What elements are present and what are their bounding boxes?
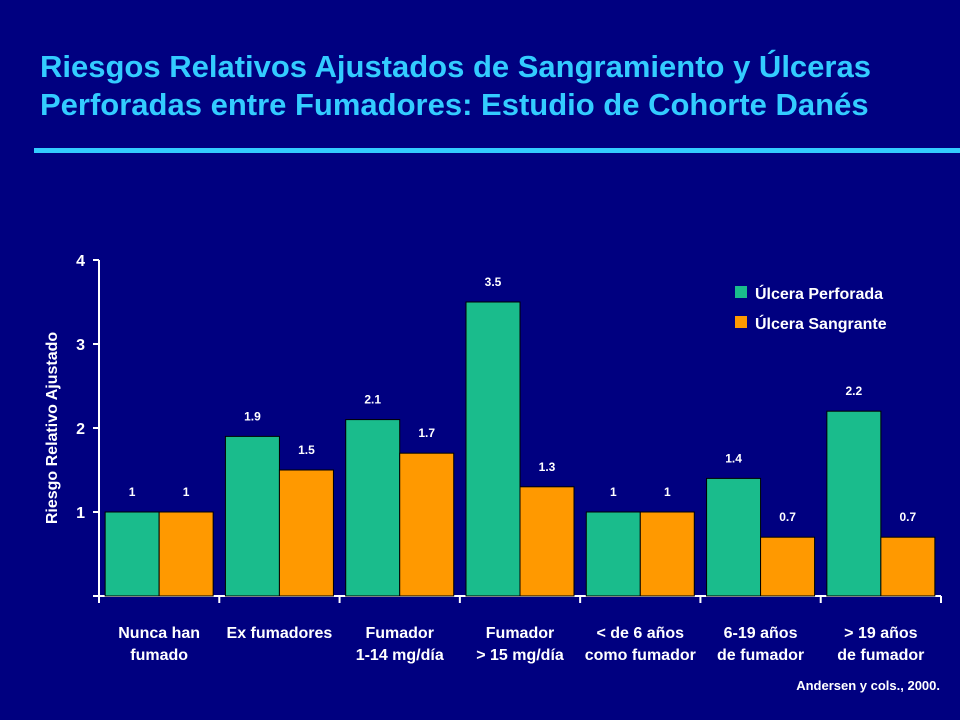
data-label: 1.5 [298, 443, 315, 457]
legend-swatch [735, 286, 747, 298]
x-category-label: fumado [130, 647, 188, 664]
x-category-label: Nunca han [118, 625, 200, 642]
bar-ulcera-sangrante [519, 486, 575, 597]
data-label: 1.7 [418, 426, 435, 440]
bar-ulcera-perforada [585, 511, 641, 597]
bar-ulcera-perforada [826, 410, 882, 597]
x-category-label: > 19 años [844, 625, 917, 642]
title-divider [34, 148, 960, 153]
bar-ulcera-sangrante [399, 452, 455, 597]
y-tick-label: 1 [76, 505, 85, 522]
x-category-label: como fumador [585, 647, 696, 664]
y-tick-label: 2 [76, 421, 85, 438]
data-label: 1 [183, 485, 190, 499]
bar-ulcera-perforada [345, 419, 401, 597]
legend-label: Úlcera Sangrante [755, 314, 887, 333]
bar-ulcera-perforada [224, 435, 280, 597]
data-label: 1 [664, 485, 671, 499]
data-label: 1.4 [725, 451, 742, 465]
slide-title-line-2: Perforadas entre Fumadores: Estudio de C… [40, 87, 869, 122]
data-label: 2.1 [364, 393, 381, 407]
data-label: 3.5 [485, 275, 502, 289]
bar-ulcera-sangrante [760, 536, 816, 597]
data-label: 0.7 [900, 510, 917, 524]
data-label: 1.3 [539, 460, 556, 474]
data-label: 1 [610, 485, 617, 499]
x-category-label: de fumador [717, 647, 804, 664]
bar-ulcera-sangrante [158, 511, 214, 597]
source-citation: Andersen y cols., 2000. [796, 678, 940, 693]
x-category-label: de fumador [837, 647, 924, 664]
bar-ulcera-sangrante [278, 469, 334, 597]
bar-ulcera-sangrante [639, 511, 695, 597]
bar-ulcera-perforada [104, 511, 160, 597]
data-label: 0.7 [779, 510, 796, 524]
x-category-label: 6-19 años [724, 625, 798, 642]
data-label: 1.9 [244, 409, 261, 423]
y-tick-label: 4 [76, 253, 85, 270]
data-label: 1 [129, 485, 136, 499]
bar-ulcera-perforada [465, 301, 521, 597]
slide-title-line-1: Riesgos Relativos Ajustados de Sangramie… [40, 49, 871, 84]
x-category-label: < de 6 años [596, 625, 684, 642]
data-label: 2.2 [846, 384, 863, 398]
legend-swatch [735, 316, 747, 328]
slide-title: Riesgos Relativos Ajustados de Sangramie… [40, 48, 940, 124]
x-category-label: Ex fumadores [227, 625, 333, 642]
bar-ulcera-perforada [706, 477, 762, 597]
x-category-label: Fumador [486, 625, 554, 642]
x-category-label: > 15 mg/día [476, 647, 564, 664]
x-category-label: 1-14 mg/día [356, 647, 444, 664]
y-tick-label: 3 [76, 337, 85, 354]
y-axis-label: Riesgo Relativo Ajustado [44, 332, 61, 525]
bar-ulcera-sangrante [880, 536, 936, 597]
x-category-label: Fumador [365, 625, 433, 642]
legend-label: Úlcera Perforada [755, 284, 883, 303]
